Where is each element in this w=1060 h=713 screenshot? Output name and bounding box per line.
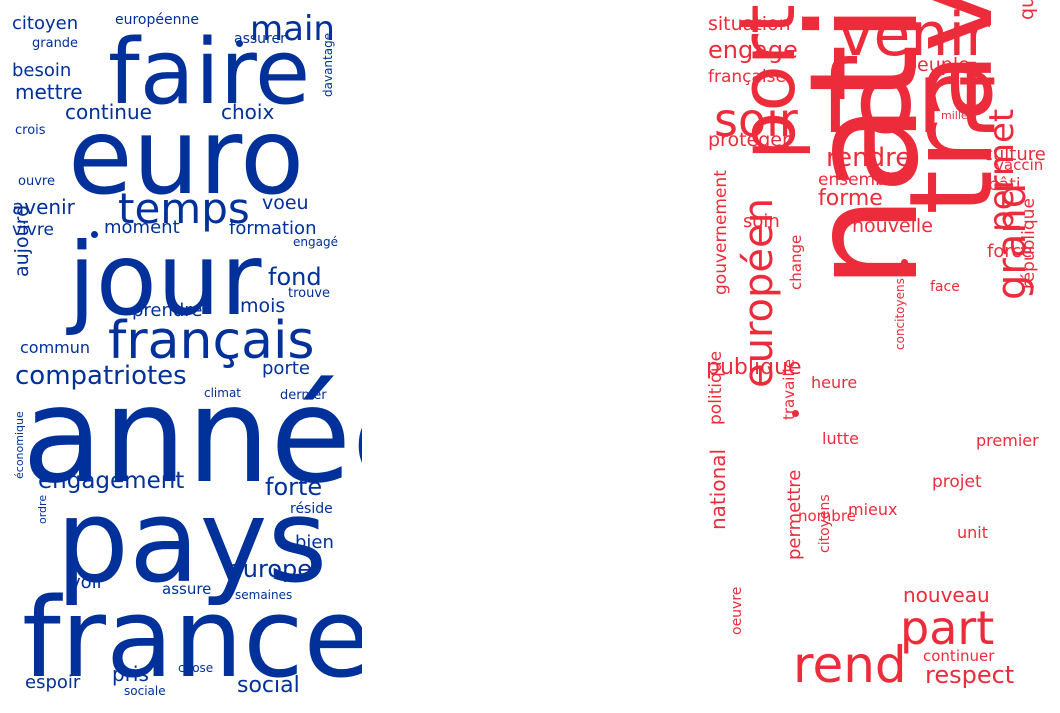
word-left-38: sociale [124, 684, 166, 698]
word-left-16: choix [221, 100, 275, 124]
word-right-27: soin [743, 211, 780, 232]
word-right-41: unit [957, 523, 988, 542]
word-left-41: assurer [234, 31, 286, 47]
word-right-16: respect [925, 661, 1015, 689]
word-left-4: euro [68, 96, 305, 218]
word-left-18: avenir [12, 195, 75, 219]
word-left-23: citoyen [12, 13, 79, 34]
word-left-33: espoir [25, 672, 81, 693]
word-right-35: face [930, 279, 960, 295]
word-left-31: pris [112, 662, 149, 686]
word-left-30: bien [295, 532, 334, 553]
word-left-11: europe [228, 555, 312, 583]
word-left-6: français [108, 311, 315, 371]
word-left-2: france [22, 574, 362, 702]
word-right-10: soir [714, 93, 798, 147]
word-left-19: voeu [262, 192, 309, 214]
word-cloud-right: nation travail fort port venir européen rend pa… [700, 0, 1060, 713]
word-left-25: besoin [12, 60, 72, 81]
word-right-47: oeuvre [729, 586, 745, 635]
word-right-39: projet [932, 472, 982, 492]
word-right-29: national [706, 448, 730, 530]
word-left-40: grande [32, 36, 79, 51]
word-right-25: bâti [988, 175, 1021, 195]
dot-right-0 [901, 259, 908, 266]
word-right-26: vaccin [995, 156, 1044, 174]
word-right-21: culture [983, 144, 1046, 165]
word-left-17: mettre [15, 80, 83, 104]
word-right-48: mille [941, 109, 968, 122]
word-left-13: fond [268, 263, 322, 291]
word-left-14: social [237, 673, 300, 698]
word-left-45: engagé [293, 235, 338, 249]
dot-left-1 [91, 231, 98, 238]
word-right-28: force [987, 241, 1033, 262]
word-left-28: porte [262, 358, 310, 379]
word-left-10: engagement [38, 468, 185, 494]
word-left-42: crois [15, 123, 46, 138]
word-right-46: continuer [923, 647, 995, 665]
word-right-2: fort [820, 39, 997, 156]
word-left-9: main [250, 9, 335, 49]
word-left-21: moment [104, 217, 180, 238]
word-right-20: quotidien [1016, 0, 1038, 20]
word-left-47: climat [204, 386, 242, 400]
word-right-13: forme [818, 186, 883, 211]
word-left-20: formation [229, 218, 317, 239]
word-left-34: aujourd [11, 204, 33, 277]
word-left-37: chose [178, 661, 214, 675]
word-left-48: dernier [280, 388, 327, 403]
word-right-4: venir [838, 0, 990, 70]
word-right-11: engage [708, 36, 798, 64]
word-left-49: économique [13, 411, 26, 479]
word-right-36: heure [811, 373, 858, 392]
word-right-40: mieux [848, 500, 898, 519]
word-right-23: protéger [708, 129, 790, 151]
word-right-34: république [1019, 198, 1039, 289]
word-right-19: peuple [905, 54, 970, 76]
word-left-8: compatriotes [15, 361, 187, 391]
word-right-38: premier [976, 431, 1039, 450]
word-right-7: part [900, 601, 995, 655]
word-right-15: publique [706, 355, 802, 380]
word-left-1: pays [56, 475, 328, 609]
word-left-15: continue [65, 100, 152, 124]
word-right-42: nombre [798, 507, 856, 525]
word-left-12: forte [265, 473, 323, 501]
word-right-22: française [708, 67, 786, 87]
word-right-37: lutte [822, 429, 859, 448]
word-right-14: nouvelle [852, 215, 933, 237]
word-left-50: ordre [36, 494, 49, 524]
word-left-5: faire [108, 20, 311, 125]
word-left-0: année [22, 359, 362, 513]
word-right-24: ensemble [818, 170, 902, 190]
word-right-17: nouveau [903, 583, 990, 607]
dot-left-0 [236, 40, 243, 47]
word-right-12: rendre [826, 143, 912, 173]
word-left-35: assure [162, 580, 212, 598]
word-right-6: rend [793, 636, 907, 694]
word-left-7: temps [118, 184, 250, 233]
word-left-36: semaines [235, 588, 293, 602]
word-left-3: jour [68, 221, 262, 338]
word-left-27: prendre [132, 300, 203, 321]
word-right-44: citoyens [817, 494, 833, 553]
word-left-26: mois [240, 295, 286, 317]
word-left-29: commun [20, 338, 91, 357]
word-right-30: politique [706, 350, 726, 425]
word-right-32: gouvernement [711, 170, 731, 295]
word-left-46: trouve [288, 286, 331, 301]
word-left-32: voir [70, 572, 105, 593]
dot-right-1 [792, 410, 799, 417]
word-left-39: réside [290, 501, 333, 517]
word-right-18: situation [708, 13, 791, 35]
word-left-44: davantage [321, 32, 335, 97]
word-right-45: concitoyens [893, 278, 907, 350]
word-right-33: change [787, 234, 805, 290]
word-left-22: vivre [12, 220, 54, 240]
word-left-43: ouvre [18, 174, 55, 189]
word-left-24: européenne [115, 12, 199, 28]
